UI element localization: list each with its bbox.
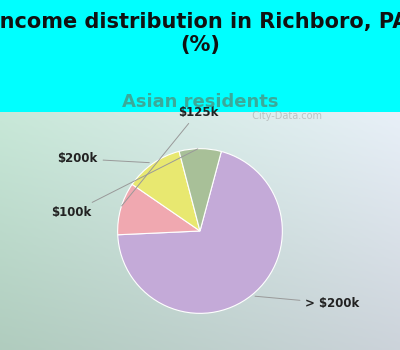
- Wedge shape: [132, 151, 200, 231]
- Wedge shape: [118, 184, 200, 235]
- Wedge shape: [118, 152, 282, 313]
- Text: $200k: $200k: [57, 152, 149, 165]
- Text: $125k: $125k: [122, 105, 218, 206]
- Text: $100k: $100k: [51, 149, 198, 219]
- Text: Asian residents: Asian residents: [122, 93, 278, 111]
- Wedge shape: [179, 149, 221, 231]
- Text: > $200k: > $200k: [255, 296, 360, 310]
- Text: Income distribution in Richboro, PA
(%): Income distribution in Richboro, PA (%): [0, 12, 400, 55]
- Text: City-Data.com: City-Data.com: [246, 111, 322, 121]
